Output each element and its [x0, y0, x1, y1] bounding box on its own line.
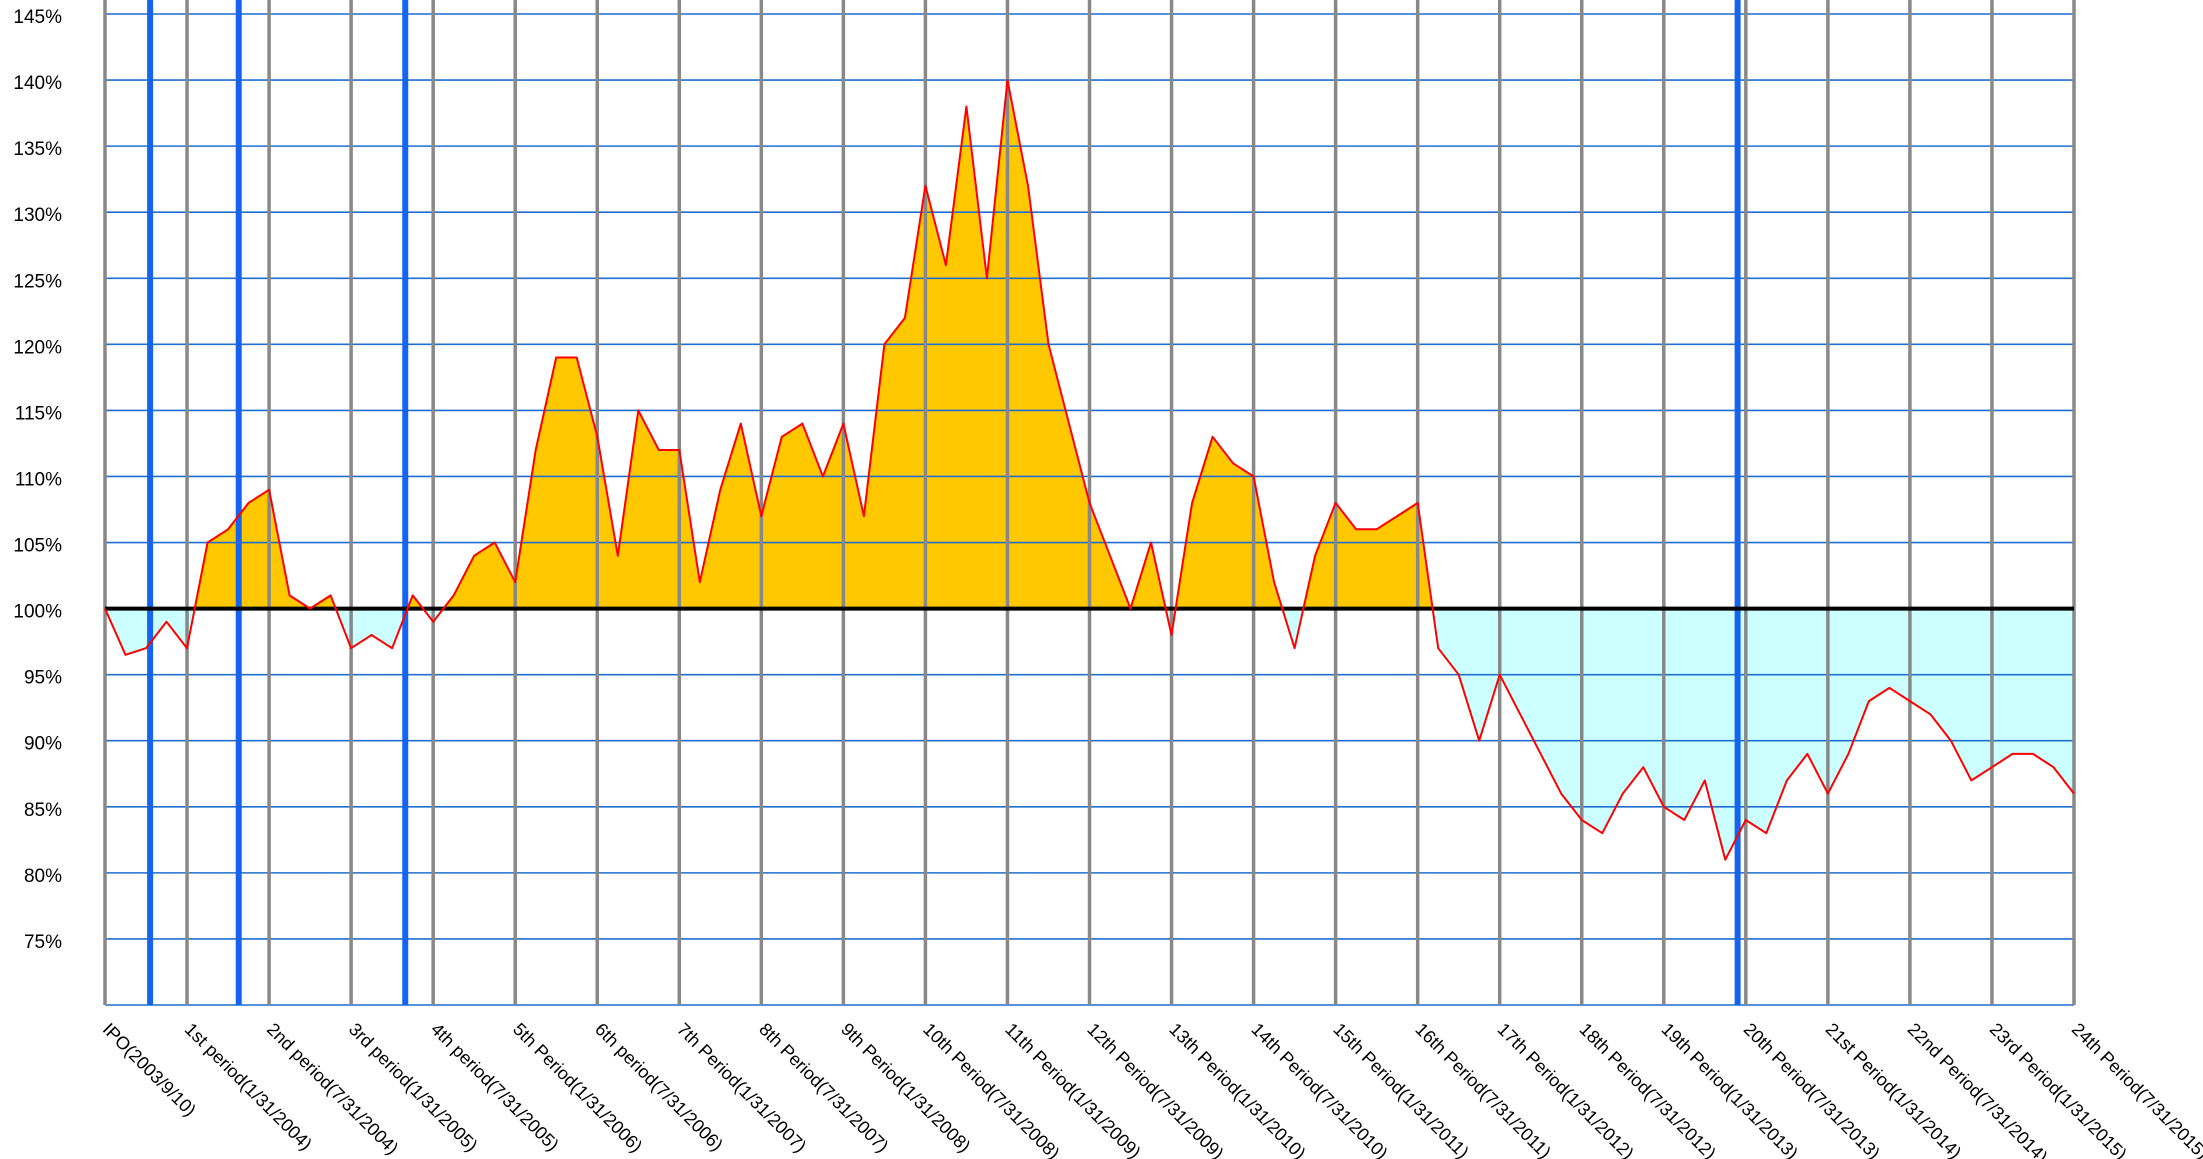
y-tick-label: 130% [13, 205, 62, 226]
x-tick-label: 24th Period(7/31/2015) [2068, 1019, 2203, 1159]
y-tick-label: 140% [13, 73, 62, 94]
y-tick-label: 115% [15, 403, 62, 424]
y-tick-label: 75% [24, 932, 62, 953]
x-tick-label: 23rd Period(1/31/2015) [1986, 1019, 2131, 1159]
y-tick-label: 80% [24, 866, 62, 887]
y-tick-label: 145% [13, 7, 62, 28]
x-tick-label: 14th Period(7/31/2010) [1247, 1019, 1391, 1159]
x-tick-label: 12th Period(7/31/2009) [1083, 1019, 1227, 1159]
line [104, 79, 2075, 861]
x-tick-label: 11th Period(1/31/2009) [1001, 1019, 1144, 1159]
y-tick-label: 125% [13, 271, 62, 292]
x-tick-label: 16th Period(7/31/2011) [1411, 1019, 1554, 1159]
y-tick-label: 120% [13, 337, 62, 358]
y-tick-label: 135% [13, 139, 62, 160]
x-tick-label: 22nd Period(7/31/2014) [1904, 1019, 2052, 1159]
x-tick-label: 19th Period(1/31/2013) [1658, 1019, 1802, 1159]
y-tick-label: 90% [24, 734, 62, 755]
y-tick-label: 85% [24, 800, 62, 821]
x-tick-label: 10th Period(7/31/2008) [919, 1019, 1063, 1159]
x-tick-label: 17th Period(1/31/2012) [1494, 1019, 1638, 1159]
y-tick-label: 100% [13, 602, 62, 623]
x-tick-label: 15th Period(1/31/2011) [1329, 1019, 1472, 1159]
x-tick-label: 20th Period(7/31/2013) [1740, 1019, 1884, 1159]
x-tick-label: 18th Period(7/31/2012) [1576, 1019, 1720, 1159]
x-tick-label: 21st Period(1/31/2014) [1822, 1019, 1966, 1159]
y-tick-label: 95% [24, 668, 62, 689]
area-above [194, 80, 1433, 609]
y-tick-label: 105% [13, 536, 62, 557]
x-tick-label: 13th Period(1/31/2010) [1165, 1019, 1309, 1159]
y-tick-label: 110% [15, 469, 62, 490]
x-tick-label: 2nd period(7/31/2004) [263, 1019, 402, 1158]
